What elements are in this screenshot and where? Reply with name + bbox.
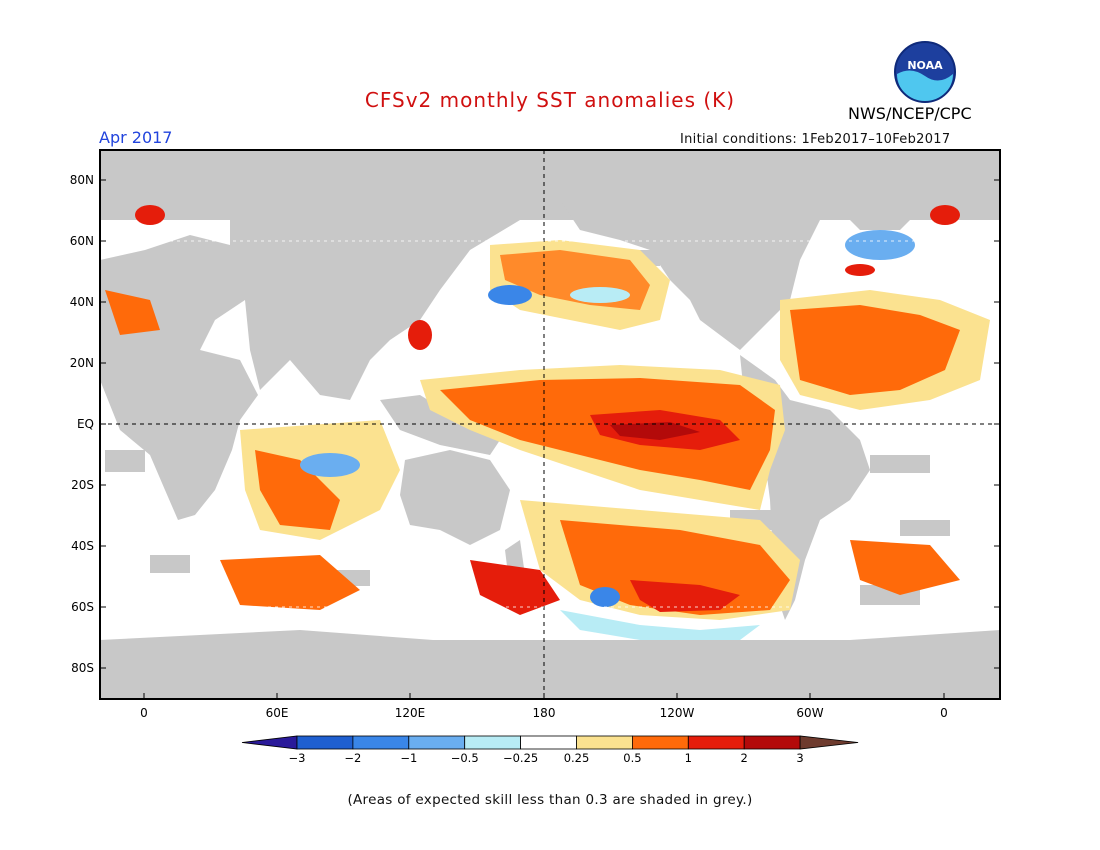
initial-conditions: Initial conditions: 1Feb2017–10Feb2017 (680, 132, 951, 147)
colorbar-box (632, 735, 689, 750)
lat-label: 40S (71, 539, 94, 553)
colorbar: −3 −2 −1 −0.5 −0.25 0.25 0.5 1 2 3 (241, 735, 859, 765)
colorbar-box (408, 735, 466, 750)
colorbar-label: −1 (400, 751, 417, 765)
colorbar-box (687, 735, 745, 750)
lon-label: 0 (140, 706, 148, 720)
colorbar-arrow-high (799, 735, 859, 750)
colorbar-box (743, 735, 801, 750)
map-ticks: 80N 60N 40N 20N EQ 20S 40S 60S 80S 0 60E 120E 180 120… (70, 173, 1000, 720)
lon-label: 0 (940, 706, 948, 720)
colorbar-label: −0.5 (451, 751, 479, 765)
noaa-logo-icon: NOAA (894, 41, 956, 103)
colorbar-arrow-low (241, 735, 298, 750)
colorbar-box (576, 735, 633, 750)
lat-label: EQ (77, 417, 94, 431)
colorbar-label: 2 (741, 751, 748, 765)
agency-label: NWS/NCEP/CPC (848, 104, 972, 123)
colorbar-label: 3 (796, 751, 803, 765)
colorbar-label: 1 (685, 751, 692, 765)
colorbar-box (520, 735, 577, 750)
anomaly-field (105, 205, 990, 640)
colorbar-box (464, 735, 522, 750)
noaa-logo-text: NOAA (907, 59, 943, 72)
lat-label: 80N (70, 173, 94, 187)
lat-label: 60N (70, 234, 94, 248)
polar-grid-lines (100, 240, 1000, 608)
lat-label: 40N (70, 295, 94, 309)
lon-label: 120E (395, 706, 426, 720)
colorbar-label: −3 (289, 751, 306, 765)
lat-label: 20N (70, 356, 94, 370)
colorbar-label: −2 (344, 751, 361, 765)
lat-label: 20S (71, 478, 94, 492)
forecast-period: Apr 2017 (99, 128, 173, 147)
lat-label: 60S (71, 600, 94, 614)
colorbar-label: 0.5 (623, 751, 641, 765)
lon-label: 120W (660, 706, 695, 720)
lon-label: 180 (533, 706, 556, 720)
map-title: CFSv2 monthly SST anomalies (K) (364, 88, 736, 112)
skill-note: (Areas of expected skill less than 0.3 a… (347, 792, 753, 808)
colorbar-box (296, 735, 354, 750)
colorbar-label: −0.25 (503, 751, 538, 765)
colorbar-box (352, 735, 410, 750)
lon-label: 60W (796, 706, 823, 720)
colorbar-label: 0.25 (564, 751, 590, 765)
lon-label: 60E (266, 706, 289, 720)
lat-label: 80S (71, 661, 94, 675)
